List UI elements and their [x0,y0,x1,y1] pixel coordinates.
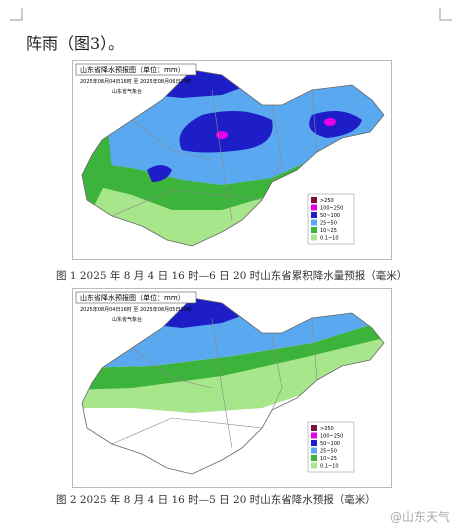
legend-label: 10~25 [320,456,337,462]
city-borders [111,317,318,449]
rain-band [82,135,384,210]
map-title: 山东省降水预报图（单位：mm） [80,65,185,74]
legend-label: >250 [320,198,334,204]
map-issuer: 山东省气象台 [112,88,142,95]
legend-label: 50~100 [320,441,340,447]
legend-swatch [311,447,317,454]
body-text: 阵雨（图3）。 [26,34,125,53]
legend-label: 0.1~10 [320,236,339,242]
legend-swatch [311,455,317,461]
legend-label: 25~50 [320,449,337,455]
legend-swatch [311,234,317,241]
rain-core [324,118,336,126]
city-borders [111,89,318,221]
rain-band [179,111,273,153]
legend-swatch [311,197,317,203]
legend-swatch [311,425,317,431]
map-period: 2025年08月04日16时 至 2025年08月06日20时 [80,78,192,85]
rain-band [309,111,362,138]
legend-swatch [311,440,317,446]
legend-label: >250 [320,426,334,432]
legend-swatch [311,462,317,469]
legend-label: 10~25 [320,228,337,234]
figure-caption: 图 1 2025 年 8 月 4 日 16 时—6 日 20 时山东省累积降水量… [56,270,408,282]
province-outline [81,297,385,475]
rain-band [82,318,384,390]
legend-label: 25~50 [320,221,337,227]
map-figure: 山东省降水预报图（单位：mm） 2025年08月04日16时 至 2025年08月… [72,60,392,260]
legend-swatch [311,204,317,211]
legend-swatch [311,212,317,218]
province-outline [81,69,385,247]
map-title: 山东省降水预报图（单位：mm） [80,293,185,302]
map-issuer: 山东省气象台 [112,316,142,323]
legend-swatch [311,219,317,226]
title-box [75,63,197,76]
title-box [75,291,197,304]
map-figure: 山东省降水预报图（单位：mm） 2025年08月04日16时 至 2025年08月… [72,288,392,488]
legend-label: 100~250 [320,206,343,212]
legend-label: 0.1~10 [320,464,339,470]
watermark: @山东天气 [389,510,450,524]
legend-swatch [311,432,317,439]
rain-band [82,120,112,210]
legend-label: 50~100 [320,213,340,219]
rain-band [147,165,172,182]
figure-caption: 图 2 2025 年 8 月 4 日 16 时—5 日 20 时山东省降水预报（… [56,494,376,506]
legend-swatch [311,227,317,233]
map-period: 2025年08月04日16时 至 2025年08月05日20时 [80,306,192,313]
rain-band [82,328,384,413]
crop-mark [10,8,452,21]
legend-label: 100~250 [320,434,343,440]
